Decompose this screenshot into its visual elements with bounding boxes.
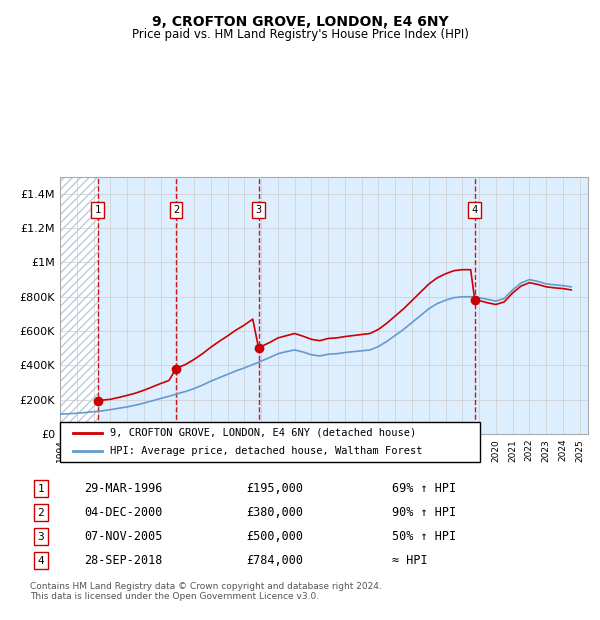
Text: 2: 2 [37, 508, 44, 518]
Text: 4: 4 [37, 556, 44, 566]
Text: 4: 4 [472, 205, 478, 215]
Bar [60, 177, 98, 434]
Text: £380,000: £380,000 [246, 507, 303, 519]
Text: 9, CROFTON GROVE, LONDON, E4 6NY: 9, CROFTON GROVE, LONDON, E4 6NY [152, 16, 448, 30]
Text: 2: 2 [173, 205, 179, 215]
Bar [60, 177, 98, 434]
Text: 50% ↑ HPI: 50% ↑ HPI [392, 530, 456, 543]
Text: 90% ↑ HPI: 90% ↑ HPI [392, 507, 456, 519]
Text: HPI: Average price, detached house, Waltham Forest: HPI: Average price, detached house, Walt… [110, 446, 423, 456]
Text: ≈ HPI: ≈ HPI [392, 554, 427, 567]
Text: £784,000: £784,000 [246, 554, 303, 567]
FancyBboxPatch shape [60, 422, 480, 462]
Text: 29-MAR-1996: 29-MAR-1996 [84, 482, 163, 495]
Text: 07-NOV-2005: 07-NOV-2005 [84, 530, 163, 543]
Text: 1: 1 [94, 205, 101, 215]
Text: 69% ↑ HPI: 69% ↑ HPI [392, 482, 456, 495]
Text: 04-DEC-2000: 04-DEC-2000 [84, 507, 163, 519]
Text: Contains HM Land Registry data © Crown copyright and database right 2024.
This d: Contains HM Land Registry data © Crown c… [30, 582, 382, 601]
Text: 3: 3 [37, 532, 44, 542]
Text: Price paid vs. HM Land Registry's House Price Index (HPI): Price paid vs. HM Land Registry's House … [131, 28, 469, 41]
Text: 28-SEP-2018: 28-SEP-2018 [84, 554, 163, 567]
Text: 9, CROFTON GROVE, LONDON, E4 6NY (detached house): 9, CROFTON GROVE, LONDON, E4 6NY (detach… [110, 428, 416, 438]
Text: £195,000: £195,000 [246, 482, 303, 495]
Text: 1: 1 [37, 484, 44, 494]
Text: £500,000: £500,000 [246, 530, 303, 543]
Text: 3: 3 [256, 205, 262, 215]
